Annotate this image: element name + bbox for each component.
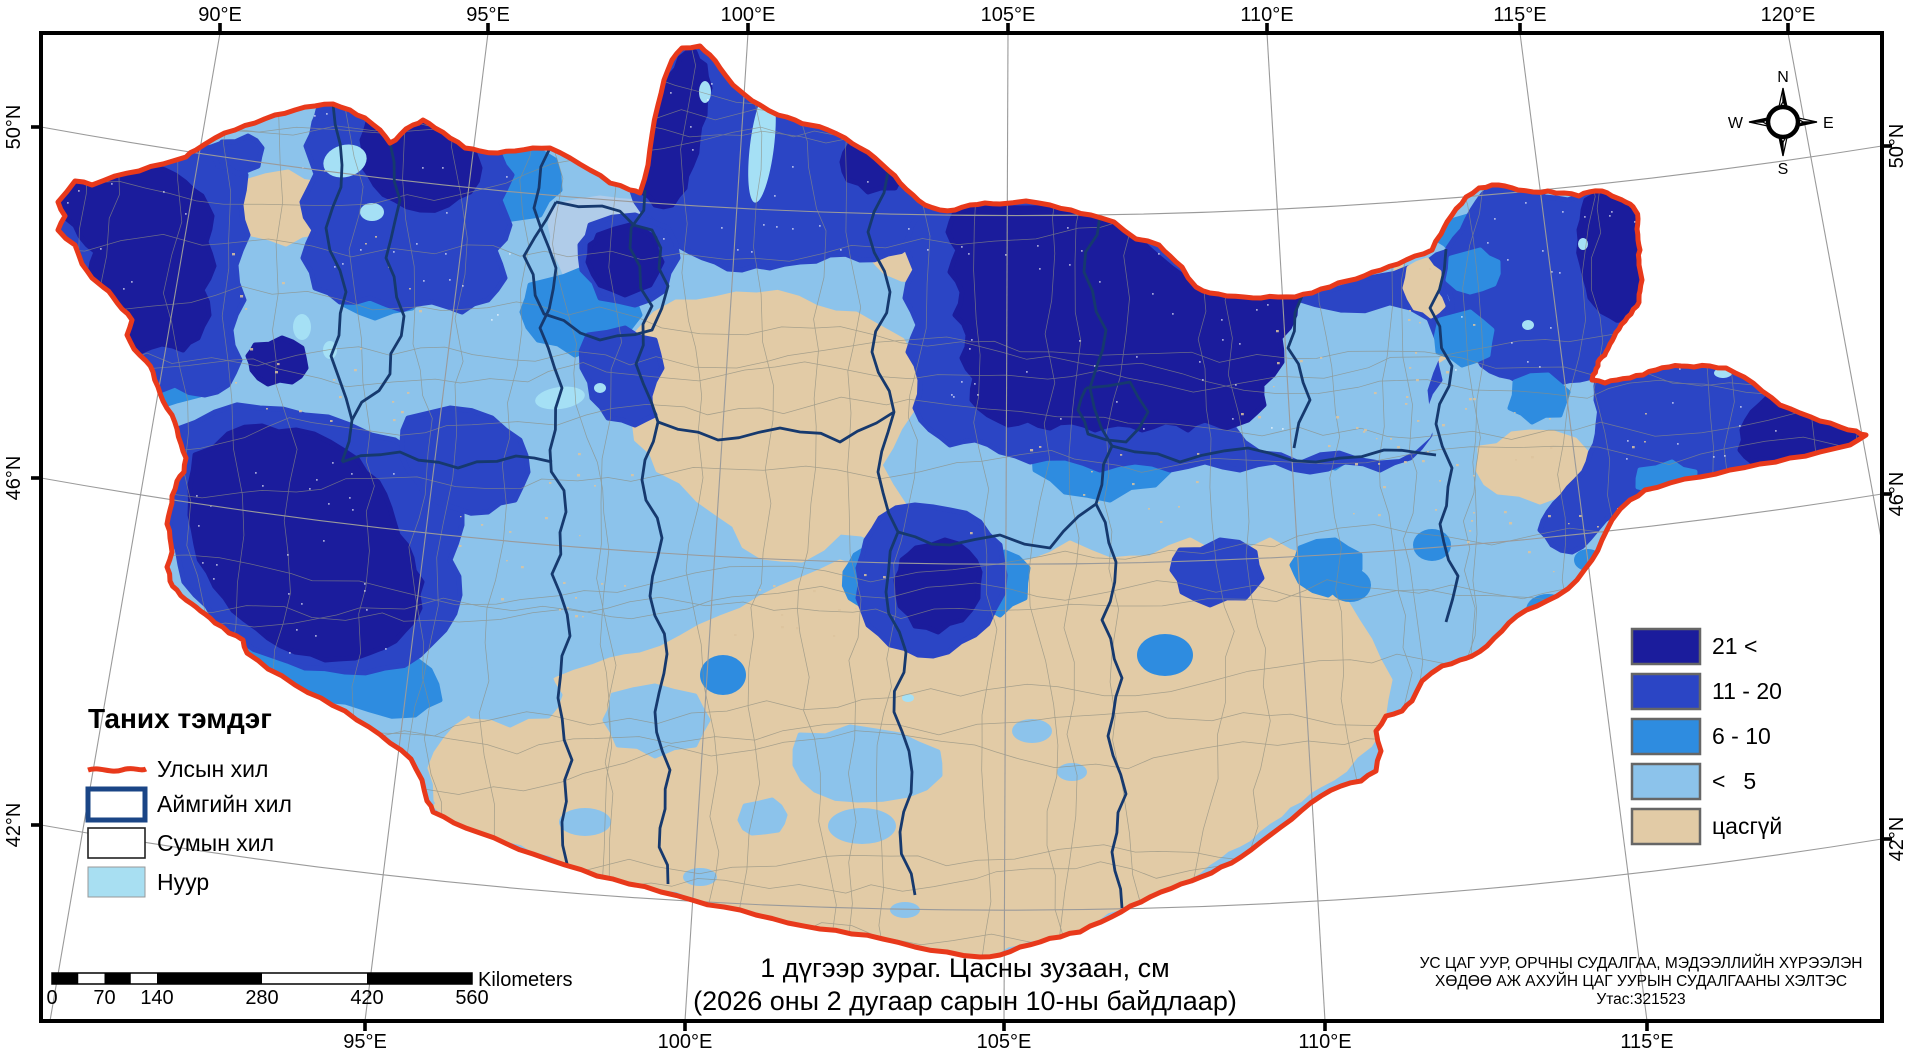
svg-text:110°E: 110°E <box>1298 1031 1351 1053</box>
svg-text:Улсын хил: Улсын хил <box>157 756 268 782</box>
svg-text:105°E: 105°E <box>981 4 1036 26</box>
svg-text:Сумын хил: Сумын хил <box>157 830 274 856</box>
svg-text:E: E <box>1823 115 1834 132</box>
svg-text:N: N <box>1777 69 1789 86</box>
svg-text:42°N: 42°N <box>1886 817 1908 862</box>
svg-text:46°N: 46°N <box>3 456 25 501</box>
svg-text:6 - 10: 6 - 10 <box>1712 723 1771 749</box>
svg-text:110°E: 110°E <box>1240 4 1293 26</box>
svg-text:Нуур: Нуур <box>157 869 209 895</box>
svg-text:50°N: 50°N <box>3 105 25 150</box>
svg-text:90°E: 90°E <box>198 4 242 26</box>
svg-text:46°N: 46°N <box>1886 472 1908 517</box>
svg-text:560: 560 <box>455 987 488 1009</box>
svg-text:140: 140 <box>140 987 173 1009</box>
svg-text:0: 0 <box>46 987 57 1009</box>
svg-text:280: 280 <box>245 987 278 1009</box>
svg-text:Таних тэмдэг: Таних тэмдэг <box>88 703 272 734</box>
svg-text:(2026 оны 2 дугаар сарын 10-ны: (2026 оны 2 дугаар сарын 10-ны байдлаар) <box>693 986 1237 1016</box>
svg-text:11 - 20: 11 - 20 <box>1712 678 1782 704</box>
svg-text:Kilometers: Kilometers <box>478 969 572 991</box>
svg-text:1 дүгээр зураг. Цасны зузаан,: 1 дүгээр зураг. Цасны зузаан, см <box>760 953 1169 983</box>
svg-text:420: 420 <box>350 987 383 1009</box>
svg-text:цасгүй: цасгүй <box>1712 813 1782 839</box>
svg-text:< 5: < 5 <box>1712 768 1756 794</box>
svg-text:42°N: 42°N <box>3 803 25 848</box>
svg-text:50°N: 50°N <box>1886 124 1908 169</box>
svg-text:100°E: 100°E <box>721 4 776 26</box>
svg-text:100°E: 100°E <box>658 1031 713 1053</box>
svg-text:Аймгийн хил: Аймгийн хил <box>157 791 292 817</box>
svg-text:95°E: 95°E <box>466 4 510 26</box>
svg-text:S: S <box>1778 161 1789 178</box>
svg-text:УС ЦАГ УУР, ОРЧНЫ СУДАЛГАА, МЭ: УС ЦАГ УУР, ОРЧНЫ СУДАЛГАА, МЭДЭЭЛЛИЙН Х… <box>1420 954 1863 972</box>
svg-text:115°E: 115°E <box>1620 1031 1673 1053</box>
svg-text:105°E: 105°E <box>977 1031 1032 1053</box>
svg-text:70: 70 <box>93 987 115 1009</box>
svg-text:120°E: 120°E <box>1761 4 1816 26</box>
svg-text:21 <: 21 < <box>1712 633 1757 659</box>
svg-text:W: W <box>1728 115 1744 132</box>
svg-text:ХӨДӨӨ АЖ АХУЙН ЦАГ УУРЫН СУДАЛ: ХӨДӨӨ АЖ АХУЙН ЦАГ УУРЫН СУДАЛГААНЫ ХЭЛТ… <box>1435 972 1847 990</box>
svg-text:95°E: 95°E <box>343 1031 387 1053</box>
svg-text:115°E: 115°E <box>1493 4 1546 26</box>
svg-text:Утас:321523: Утас:321523 <box>1596 991 1685 1008</box>
